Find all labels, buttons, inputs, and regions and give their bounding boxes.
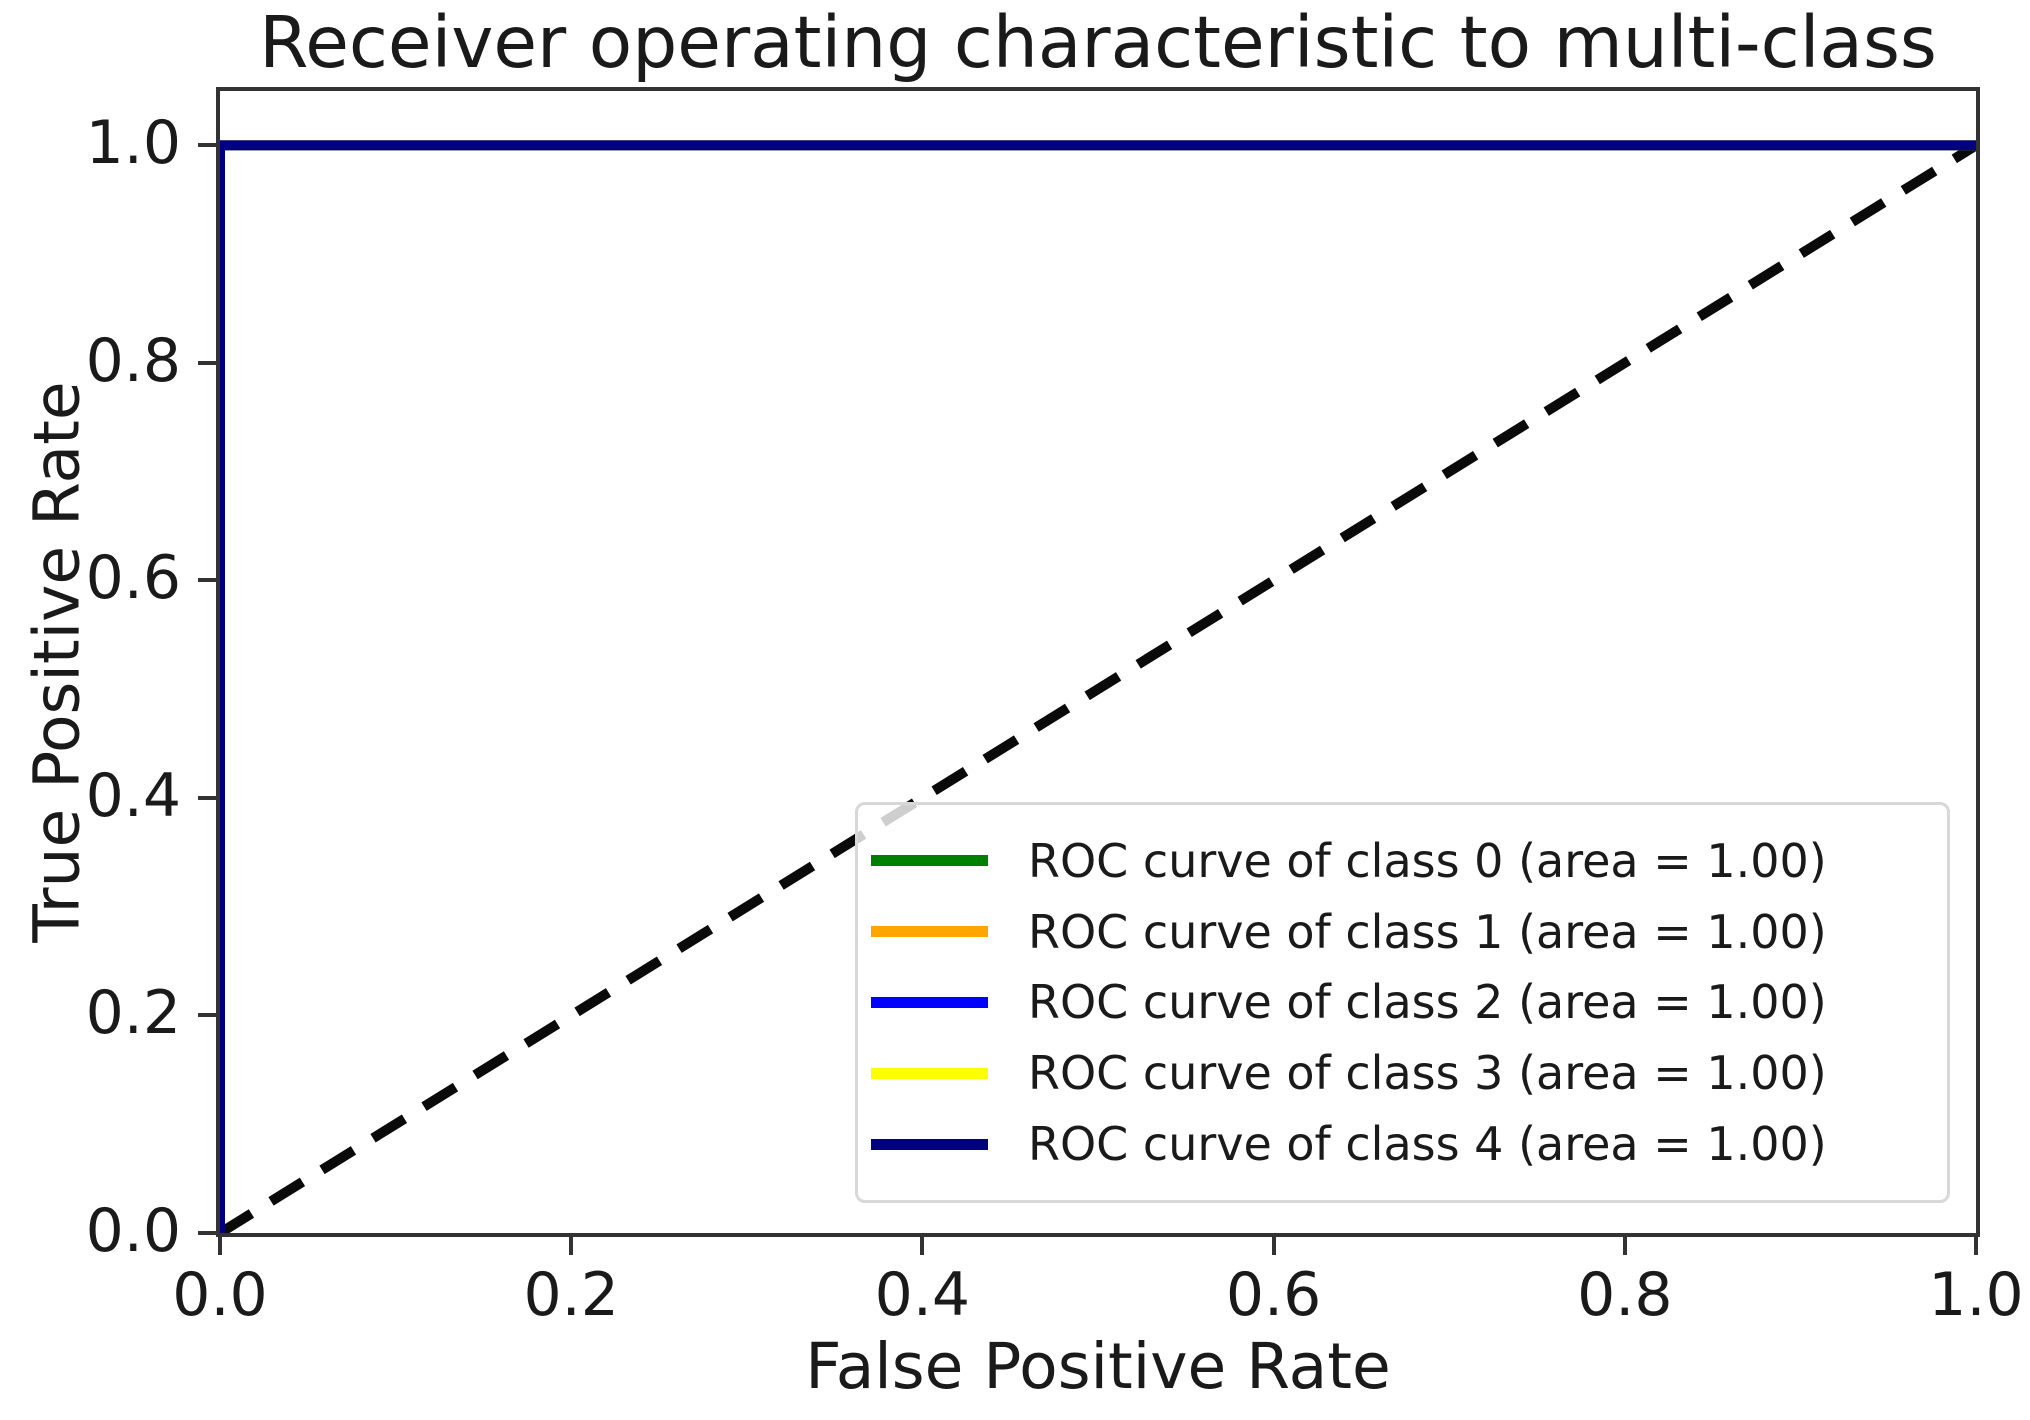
- y-tick-mark: [198, 578, 216, 583]
- x-tick-mark: [569, 1237, 574, 1255]
- x-tick-label: 1.0: [1928, 1260, 2024, 1330]
- legend-swatch-class-4: [871, 1138, 988, 1150]
- legend-row-class-2: ROC curve of class 2 (area = 1.00): [858, 979, 1947, 1025]
- x-tick-label: 0.6: [1225, 1260, 1322, 1330]
- y-tick-label: 1.0: [85, 108, 181, 179]
- legend: ROC curve of class 0 (area = 1.00) ROC cu…: [855, 802, 1950, 1203]
- y-tick-label: 0.0: [85, 1196, 181, 1266]
- legend-label-class-0: ROC curve of class 0 (area = 1.00): [1028, 833, 1827, 888]
- x-tick-mark: [1271, 1237, 1276, 1255]
- legend-swatch-class-2: [871, 996, 988, 1008]
- legend-row-class-1: ROC curve of class 1 (area = 1.00): [858, 909, 1947, 955]
- legend-row-class-3: ROC curve of class 3 (area = 1.00): [858, 1050, 1947, 1096]
- legend-swatch-class-0: [871, 855, 988, 867]
- y-tick-mark: [198, 795, 216, 800]
- legend-row-class-0: ROC curve of class 0 (area = 1.00): [858, 838, 1947, 884]
- legend-label-class-1: ROC curve of class 1 (area = 1.00): [1028, 904, 1827, 959]
- y-tick-mark: [198, 1013, 216, 1018]
- plot-lines: [220, 140, 1976, 1233]
- legend-label-class-3: ROC curve of class 3 (area = 1.00): [1028, 1046, 1827, 1101]
- y-tick-label: 0.6: [85, 543, 181, 614]
- y-axis-label: True Positive Rate: [20, 381, 94, 943]
- legend-label-class-2: ROC curve of class 2 (area = 1.00): [1028, 975, 1827, 1030]
- x-tick-label: 0.4: [874, 1260, 971, 1330]
- y-tick-mark: [198, 143, 216, 148]
- x-tick-label: 0.0: [172, 1260, 268, 1330]
- x-axis-label: False Positive Rate: [805, 1330, 1391, 1403]
- x-tick-mark: [1622, 1237, 1627, 1255]
- x-tick-mark: [1974, 1237, 1978, 1255]
- chance-diagonal-line: [220, 141, 1976, 1233]
- y-tick-label: 0.4: [85, 760, 181, 831]
- y-tick-label: 0.2: [85, 978, 181, 1049]
- legend-swatch-class-1: [871, 926, 988, 938]
- x-tick-label: 0.8: [1577, 1260, 1673, 1330]
- legend-row-class-4: ROC curve of class 4 (area = 1.00): [858, 1121, 1947, 1167]
- y-tick-mark: [198, 360, 216, 365]
- x-tick-mark: [920, 1237, 925, 1255]
- y-tick-label: 0.8: [85, 325, 181, 396]
- legend-swatch-class-3: [871, 1067, 988, 1079]
- roc-curve-class-4: [220, 140, 1976, 1233]
- y-tick-mark: [198, 1231, 216, 1235]
- x-tick-label: 0.2: [523, 1260, 619, 1330]
- chart-title: Receiver operating characteristic to mul…: [259, 1, 1937, 84]
- x-tick-mark: [218, 1237, 222, 1255]
- legend-label-class-4: ROC curve of class 4 (area = 1.00): [1028, 1117, 1827, 1172]
